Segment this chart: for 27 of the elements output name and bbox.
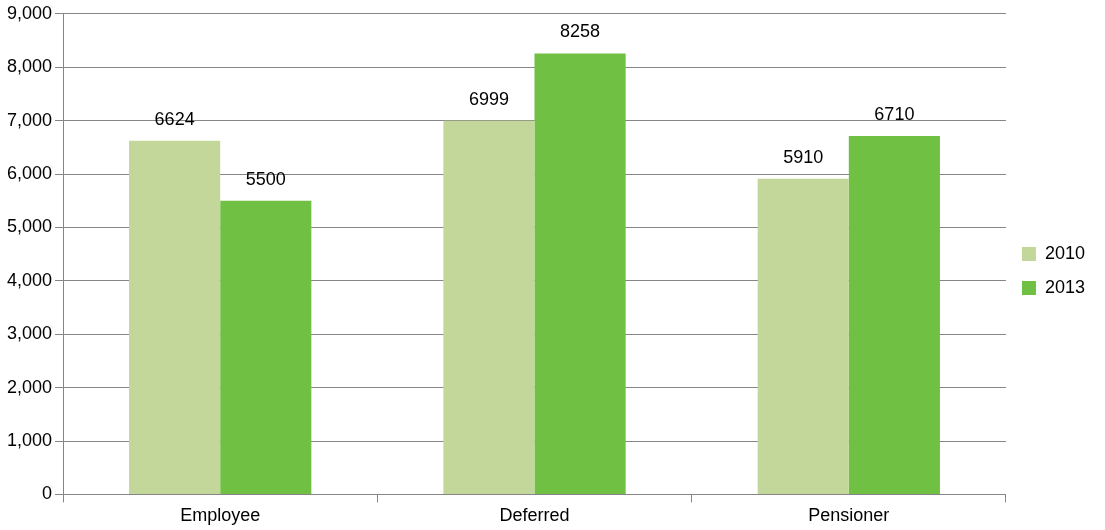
legend-label: 2010 bbox=[1044, 242, 1085, 263]
data-label: 6999 bbox=[468, 88, 509, 109]
data-label: 8258 bbox=[560, 21, 601, 42]
y-tick-label: 2,000 bbox=[7, 376, 53, 397]
data-label: 6710 bbox=[874, 104, 915, 125]
legend-label: 2013 bbox=[1044, 276, 1085, 297]
y-tick-label: 4,000 bbox=[7, 269, 53, 290]
data-label: 5500 bbox=[245, 168, 286, 189]
x-tick-label: Pensioner bbox=[808, 505, 890, 526]
data-label: 6624 bbox=[154, 108, 195, 129]
y-tick-label: 8,000 bbox=[7, 56, 53, 77]
y-tick-label: 3,000 bbox=[7, 323, 53, 344]
bar bbox=[443, 120, 535, 494]
bar bbox=[129, 140, 221, 494]
bar bbox=[220, 200, 312, 494]
y-tick-label: 7,000 bbox=[7, 109, 53, 130]
bar bbox=[848, 136, 940, 494]
bar bbox=[757, 178, 849, 494]
bar bbox=[534, 53, 626, 494]
x-tick-label: Employee bbox=[180, 505, 261, 526]
x-tick-label: Deferred bbox=[499, 505, 570, 526]
data-label: 5910 bbox=[783, 146, 824, 167]
y-tick-label: 6,000 bbox=[7, 162, 53, 183]
y-tick-label: 0 bbox=[42, 483, 53, 504]
y-tick-label: 1,000 bbox=[7, 429, 53, 450]
y-tick-label: 9,000 bbox=[7, 2, 53, 23]
y-tick-label: 5,000 bbox=[7, 216, 53, 237]
